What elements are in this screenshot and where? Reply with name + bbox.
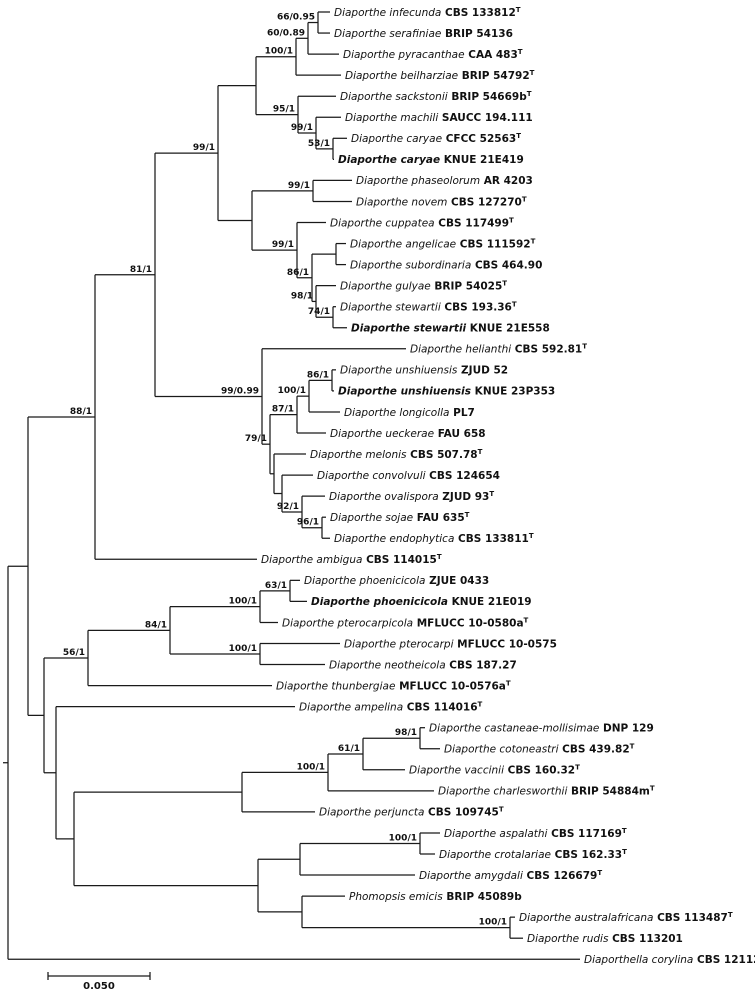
tip-label: Diaporthe subordinaria CBS 464.90 [350, 259, 542, 271]
tip-label: Diaporthe melonis CBS 507.78T [310, 448, 483, 461]
support-label: 99/0.99 [221, 386, 259, 396]
tree-labels: 88/1 81/1 99/1 100/1 60/0.89 66/0.95 Diaporthe… [63, 6, 755, 966]
support-label: 56/1 [63, 648, 85, 658]
support-label: 87/1 [272, 405, 294, 415]
tip-label: Diaporthe thunbergiae MFLUCC 10-0576aT [276, 679, 511, 692]
tip-label: Diaporthe angelicae CBS 111592T [350, 237, 536, 250]
tip-label: Diaporthe beilharziae BRIP 54792T [345, 69, 535, 82]
tip-label: Diaporthella corylina CBS 121124 [584, 954, 755, 966]
tip-label: Diaporthe unshiuensis ZJUD 52 [340, 365, 508, 377]
support-label: 66/0.95 [277, 13, 315, 23]
support-label: 99/1 [288, 181, 310, 191]
support-label: 100/1 [229, 597, 257, 607]
tip-label: Diaporthe caryae CFCC 52563T [351, 132, 521, 145]
tip-label: Diaporthe cotoneastri CBS 439.82T [444, 743, 635, 756]
tip-label: Diaporthe charlesworthii BRIP 54884mT [438, 785, 655, 798]
support-label: 99/1 [291, 123, 313, 133]
support-label: 100/1 [389, 833, 417, 843]
tip-label: Diaporthe machili SAUCC 194.111 [345, 112, 533, 124]
support-label: 96/1 [297, 518, 319, 528]
tip-label: Diaporthe serafiniae BRIP 54136 [334, 28, 513, 40]
tip-label: Diaporthe infecunda CBS 133812T [334, 6, 521, 19]
tip-label: Diaporthe crotalariae CBS 162.33T [439, 848, 627, 861]
tip-label: Diaporthe pterocarpicola MFLUCC 10-0580a… [282, 616, 529, 629]
tip-label: Diaporthe stewartii CBS 193.36T [340, 301, 517, 314]
support-label: 74/1 [308, 307, 330, 317]
scale-bar-label: 0.050 [83, 981, 115, 992]
support-label: 86/1 [287, 268, 309, 278]
support-label: 95/1 [273, 105, 295, 115]
tip-label: Diaporthe phoenicicola KNUE 21E019 [311, 596, 532, 608]
support-label: 98/1 [395, 728, 417, 738]
support-label: 84/1 [145, 620, 167, 630]
tip-label: Diaporthe aspalathi CBS 117169T [444, 827, 627, 840]
support-label: 81/1 [130, 265, 152, 275]
tip-label: Diaporthe pyracanthae CAA 483T [343, 48, 523, 61]
support-label: 60/0.89 [267, 28, 305, 38]
support-label: 100/1 [229, 644, 257, 654]
support-label: 100/1 [265, 47, 293, 57]
tip-label: Diaporthe caryae KNUE 21E419 [338, 154, 524, 166]
tip-label: Diaporthe stewartii KNUE 21E558 [351, 323, 550, 335]
tip-label: Diaporthe castaneae-mollisimae DNP 129 [429, 723, 654, 735]
tip-label: Diaporthe sackstonii BRIP 54669bT [340, 90, 532, 103]
support-label: 79/1 [245, 434, 267, 444]
support-label: 88/1 [70, 407, 92, 417]
tip-label: Diaporthe ampelina CBS 114016T [299, 700, 483, 713]
tip-label: Diaporthe phaseolorum AR 4203 [356, 175, 533, 187]
tip-label: Diaporthe unshiuensis KNUE 23P353 [338, 386, 555, 398]
tip-label: Diaporthe pterocarpi MFLUCC 10-0575 [344, 638, 557, 650]
tip-label: Diaporthe neotheicola CBS 187.27 [329, 659, 517, 671]
tip-label: Diaporthe rudis CBS 113201 [527, 933, 683, 945]
tip-label: Diaporthe perjuncta CBS 109745T [319, 806, 504, 819]
tip-label: Phomopsis emicis BRIP 45089b [349, 891, 522, 903]
tip-label: Diaporthe cuppatea CBS 117499T [330, 216, 514, 229]
support-label: 63/1 [265, 581, 287, 591]
tip-label: Diaporthe ueckerae FAU 658 [330, 428, 486, 440]
support-label: 100/1 [278, 386, 306, 396]
tip-label: Diaporthe phoenicicola ZJUE 0433 [304, 575, 489, 587]
support-label: 53/1 [308, 139, 330, 149]
tip-label: Diaporthe endophytica CBS 133811T [334, 532, 534, 545]
support-label: 92/1 [277, 502, 299, 512]
tip-label: Diaporthe amygdali CBS 126679T [419, 869, 602, 882]
support-label: 99/1 [272, 240, 294, 250]
support-label: 98/1 [291, 291, 313, 301]
tip-label: Diaporthe convolvuli CBS 124654 [317, 470, 500, 482]
scale-bar: 0.050 [47, 972, 151, 992]
support-label: 86/1 [307, 370, 329, 380]
support-label: 99/1 [193, 143, 215, 153]
tip-label: Diaporthe helianthi CBS 592.81T [410, 343, 587, 356]
tip-label: Diaporthe sojae FAU 635T [330, 511, 470, 524]
tip-label: Diaporthe australafricana CBS 113487T [519, 911, 733, 924]
support-label: 61/1 [338, 744, 360, 754]
tip-label: Diaporthe novem CBS 127270T [356, 195, 527, 208]
support-label: 100/1 [297, 762, 325, 772]
tip-label: Diaporthe ambigua CBS 114015T [261, 553, 442, 566]
tree-branches [3, 11, 580, 960]
tip-label: Diaporthe ovalispora ZJUD 93T [329, 490, 494, 503]
tip-label: Diaporthe gulyae BRIP 54025T [340, 279, 507, 292]
tip-label: Diaporthe longicolla PL7 [344, 407, 475, 419]
tip-label: Diaporthe vaccinii CBS 160.32T [409, 764, 580, 777]
support-label: 100/1 [479, 918, 507, 928]
